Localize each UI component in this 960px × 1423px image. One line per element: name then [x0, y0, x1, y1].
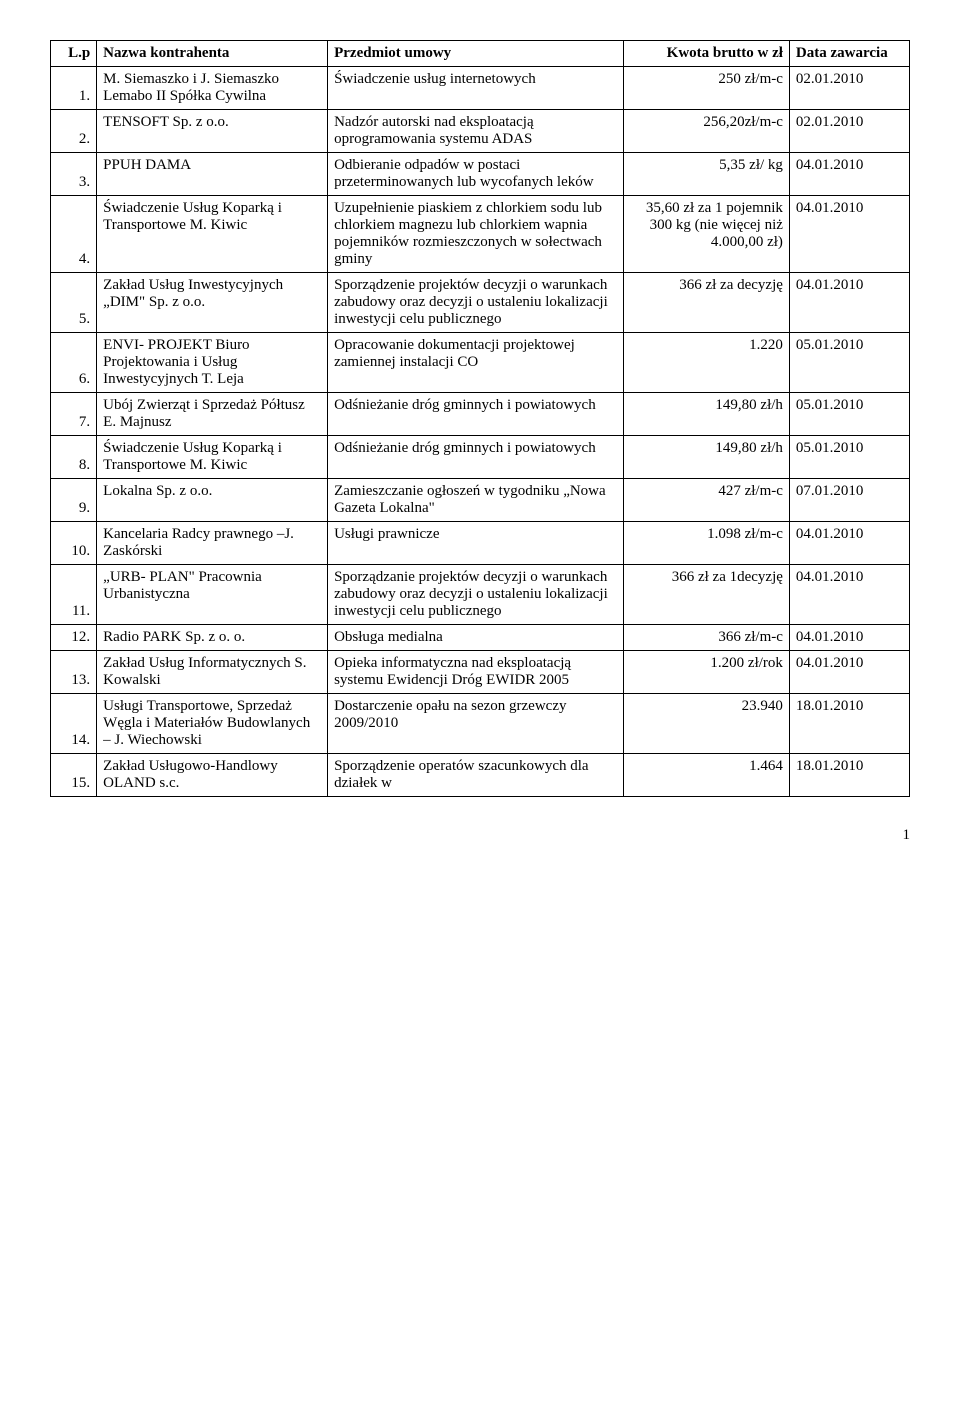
- cell-lp: 5.: [51, 273, 97, 333]
- cell-date: 04.01.2010: [789, 522, 909, 565]
- table-row: 3.PPUH DAMAOdbieranie odpadów w postaci …: [51, 153, 910, 196]
- cell-name: Zakład Usługowo-Handlowy OLAND s.c.: [97, 754, 328, 797]
- table-body: 1.M. Siemaszko i J. Siemaszko Lemabo II …: [51, 67, 910, 797]
- cell-lp: 7.: [51, 393, 97, 436]
- cell-subject: Odbieranie odpadów w postaci przetermino…: [328, 153, 624, 196]
- cell-name: Usługi Transportowe, Sprzedaż Węgla i Ma…: [97, 694, 328, 754]
- table-row: 11.„URB- PLAN" Pracownia UrbanistycznaSp…: [51, 565, 910, 625]
- cell-name: Zakład Usług Informatycznych S. Kowalski: [97, 651, 328, 694]
- table-row: 14.Usługi Transportowe, Sprzedaż Węgla i…: [51, 694, 910, 754]
- table-header-row: L.p Nazwa kontrahenta Przedmiot umowy Kw…: [51, 41, 910, 67]
- cell-date: 04.01.2010: [789, 625, 909, 651]
- cell-amount: 1.464: [623, 754, 789, 797]
- cell-amount: 1.200 zł/rok: [623, 651, 789, 694]
- cell-subject: Sporządzanie projektów decyzji o warunka…: [328, 565, 624, 625]
- cell-date: 05.01.2010: [789, 436, 909, 479]
- cell-lp: 4.: [51, 196, 97, 273]
- header-subject: Przedmiot umowy: [328, 41, 624, 67]
- cell-amount: 149,80 zł/h: [623, 436, 789, 479]
- cell-amount: 23.940: [623, 694, 789, 754]
- cell-date: 04.01.2010: [789, 651, 909, 694]
- cell-lp: 2.: [51, 110, 97, 153]
- contracts-table: L.p Nazwa kontrahenta Przedmiot umowy Kw…: [50, 40, 910, 797]
- cell-subject: Odśnieżanie dróg gminnych i powiatowych: [328, 393, 624, 436]
- table-row: 10.Kancelaria Radcy prawnego –J. Zaskórs…: [51, 522, 910, 565]
- cell-date: 04.01.2010: [789, 273, 909, 333]
- cell-lp: 3.: [51, 153, 97, 196]
- cell-name: Radio PARK Sp. z o. o.: [97, 625, 328, 651]
- cell-subject: Usługi prawnicze: [328, 522, 624, 565]
- cell-lp: 13.: [51, 651, 97, 694]
- cell-subject: Opieka informatyczna nad eksploatacją sy…: [328, 651, 624, 694]
- cell-name: Zakład Usług Inwestycyjnych „DIM" Sp. z …: [97, 273, 328, 333]
- cell-name: „URB- PLAN" Pracownia Urbanistyczna: [97, 565, 328, 625]
- table-row: 8.Świadczenie Usług Koparką i Transporto…: [51, 436, 910, 479]
- cell-date: 05.01.2010: [789, 393, 909, 436]
- cell-date: 05.01.2010: [789, 333, 909, 393]
- cell-lp: 14.: [51, 694, 97, 754]
- cell-date: 07.01.2010: [789, 479, 909, 522]
- cell-subject: Obsługa medialna: [328, 625, 624, 651]
- cell-date: 02.01.2010: [789, 67, 909, 110]
- table-row: 12.Radio PARK Sp. z o. o.Obsługa medialn…: [51, 625, 910, 651]
- cell-name: Kancelaria Radcy prawnego –J. Zaskórski: [97, 522, 328, 565]
- cell-amount: 366 zł/m-c: [623, 625, 789, 651]
- cell-date: 18.01.2010: [789, 694, 909, 754]
- cell-amount: 427 zł/m-c: [623, 479, 789, 522]
- cell-amount: 250 zł/m-c: [623, 67, 789, 110]
- cell-amount: 366 zł za 1decyzję: [623, 565, 789, 625]
- cell-lp: 9.: [51, 479, 97, 522]
- cell-subject: Uzupełnienie piaskiem z chlorkiem sodu l…: [328, 196, 624, 273]
- header-lp: L.p: [51, 41, 97, 67]
- cell-subject: Zamieszczanie ogłoszeń w tygodniku „Nowa…: [328, 479, 624, 522]
- table-row: 7.Ubój Zwierząt i Sprzedaż Półtusz E. Ma…: [51, 393, 910, 436]
- cell-name: M. Siemaszko i J. Siemaszko Lemabo II Sp…: [97, 67, 328, 110]
- cell-subject: Nadzór autorski nad eksploatacją oprogra…: [328, 110, 624, 153]
- cell-amount: 149,80 zł/h: [623, 393, 789, 436]
- cell-name: Świadczenie Usług Koparką i Transportowe…: [97, 196, 328, 273]
- table-row: 1.M. Siemaszko i J. Siemaszko Lemabo II …: [51, 67, 910, 110]
- header-name: Nazwa kontrahenta: [97, 41, 328, 67]
- cell-subject: Opracowanie dokumentacji projektowej zam…: [328, 333, 624, 393]
- cell-lp: 6.: [51, 333, 97, 393]
- table-row: 4.Świadczenie Usług Koparką i Transporto…: [51, 196, 910, 273]
- cell-subject: Świadczenie usług internetowych: [328, 67, 624, 110]
- cell-name: TENSOFT Sp. z o.o.: [97, 110, 328, 153]
- cell-subject: Sporządzenie operatów szacunkowych dla d…: [328, 754, 624, 797]
- table-row: 9.Lokalna Sp. z o.o.Zamieszczanie ogłosz…: [51, 479, 910, 522]
- cell-amount: 5,35 zł/ kg: [623, 153, 789, 196]
- cell-lp: 15.: [51, 754, 97, 797]
- cell-amount: 1.098 zł/m-c: [623, 522, 789, 565]
- cell-subject: Sporządzenie projektów decyzji o warunka…: [328, 273, 624, 333]
- cell-lp: 10.: [51, 522, 97, 565]
- cell-name: Lokalna Sp. z o.o.: [97, 479, 328, 522]
- cell-date: 04.01.2010: [789, 196, 909, 273]
- cell-amount: 366 zł za decyzję: [623, 273, 789, 333]
- cell-name: PPUH DAMA: [97, 153, 328, 196]
- cell-subject: Odśnieżanie dróg gminnych i powiatowych: [328, 436, 624, 479]
- cell-date: 18.01.2010: [789, 754, 909, 797]
- table-row: 13.Zakład Usług Informatycznych S. Kowal…: [51, 651, 910, 694]
- table-row: 5.Zakład Usług Inwestycyjnych „DIM" Sp. …: [51, 273, 910, 333]
- page-number: 1: [50, 827, 910, 844]
- cell-subject: Dostarczenie opału na sezon grzewczy 200…: [328, 694, 624, 754]
- cell-lp: 8.: [51, 436, 97, 479]
- table-row: 6.ENVI- PROJEKT Biuro Projektowania i Us…: [51, 333, 910, 393]
- cell-lp: 1.: [51, 67, 97, 110]
- cell-lp: 11.: [51, 565, 97, 625]
- header-date: Data zawarcia: [789, 41, 909, 67]
- table-row: 15.Zakład Usługowo-Handlowy OLAND s.c.Sp…: [51, 754, 910, 797]
- cell-name: ENVI- PROJEKT Biuro Projektowania i Usłu…: [97, 333, 328, 393]
- cell-name: Ubój Zwierząt i Sprzedaż Półtusz E. Majn…: [97, 393, 328, 436]
- header-amount: Kwota brutto w zł: [623, 41, 789, 67]
- cell-name: Świadczenie Usług Koparką i Transportowe…: [97, 436, 328, 479]
- cell-amount: 35,60 zł za 1 pojemnik 300 kg (nie więce…: [623, 196, 789, 273]
- cell-amount: 1.220: [623, 333, 789, 393]
- table-row: 2.TENSOFT Sp. z o.o.Nadzór autorski nad …: [51, 110, 910, 153]
- cell-date: 02.01.2010: [789, 110, 909, 153]
- cell-date: 04.01.2010: [789, 565, 909, 625]
- cell-amount: 256,20zł/m-c: [623, 110, 789, 153]
- cell-lp: 12.: [51, 625, 97, 651]
- cell-date: 04.01.2010: [789, 153, 909, 196]
